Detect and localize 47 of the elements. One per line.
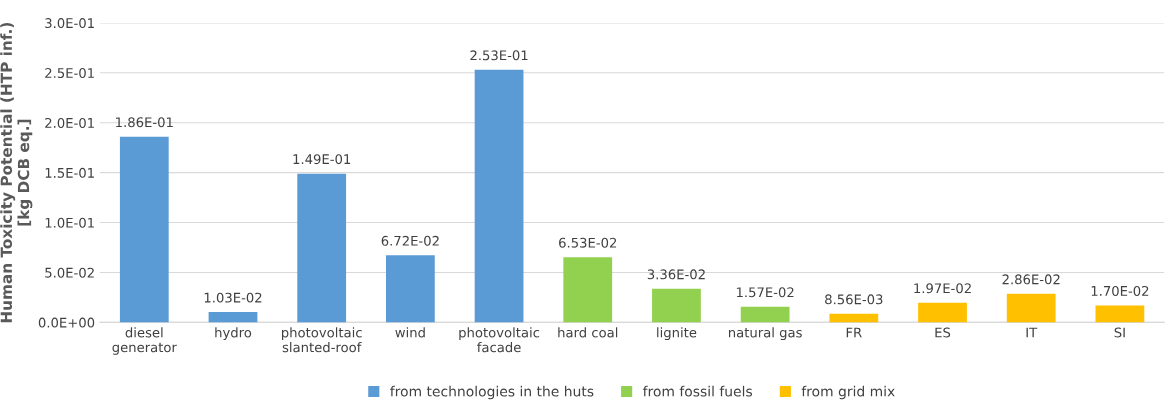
x-tick-label: hydro <box>215 327 252 341</box>
bar <box>208 312 258 323</box>
bar <box>1095 305 1145 323</box>
x-tick-label: hard coal <box>558 327 618 338</box>
y-tick-label: 5.0E-02 <box>45 267 94 278</box>
data-label: 6.53E-02 <box>559 237 617 248</box>
y-tick-label: 2.5E-01 <box>45 68 94 78</box>
y-tick-label: 1.0E-01 <box>45 217 94 228</box>
bar <box>119 136 169 323</box>
data-label: 6.72E-02 <box>381 235 439 246</box>
data-label: 2.53E-01 <box>470 50 528 61</box>
x-tick-label: wind <box>395 327 425 338</box>
data-label: 1.03E-02 <box>204 292 262 303</box>
x-tick-label: lignite <box>657 327 697 341</box>
y-tick-label: 2.0E-01 <box>45 117 94 128</box>
data-label: 1.49E-01 <box>293 154 351 165</box>
x-tick-label: natural gas <box>728 327 802 341</box>
y-axis-title: Human Toxicity Potential (HTP inf.) [kg DCB eq.] <box>0 22 33 323</box>
x-tick-label: IT <box>1026 327 1038 338</box>
x-tick-label: photovoltaic facade <box>459 327 540 353</box>
data-label: 2.86E-02 <box>1002 274 1060 285</box>
bar <box>740 306 790 323</box>
x-tick-label: photovoltaic slanted-roof <box>281 327 362 353</box>
x-tick-label: diesel generator <box>112 327 177 355</box>
data-label: 1.70E-02 <box>1091 285 1149 296</box>
data-label: 3.36E-02 <box>647 269 705 280</box>
data-label: 1.57E-02 <box>736 287 794 298</box>
bar <box>829 313 879 323</box>
bar <box>652 288 701 323</box>
x-tick-label: FR <box>846 327 862 338</box>
bar <box>918 302 967 323</box>
data-label: 8.56E-03 <box>825 294 883 305</box>
bar <box>563 257 613 323</box>
legend-label: from technologies in the huts <box>390 385 594 400</box>
bar <box>385 255 435 323</box>
bar <box>474 69 524 323</box>
bar <box>297 173 347 323</box>
bar <box>1006 293 1056 323</box>
legend-label: from fossil fuels <box>642 385 753 397</box>
legend-label: from grid mix <box>801 385 895 400</box>
data-label: 1.97E-02 <box>914 283 971 294</box>
data-label: 1.86E-01 <box>116 117 173 128</box>
x-tick-label: SI <box>1114 327 1125 338</box>
y-tick-label: 1.5E-01 <box>45 167 94 178</box>
y-tick-label: 0.0E+00 <box>38 317 95 328</box>
y-tick-label: 3.0E-01 <box>45 18 94 29</box>
x-tick-label: ES <box>935 327 951 338</box>
